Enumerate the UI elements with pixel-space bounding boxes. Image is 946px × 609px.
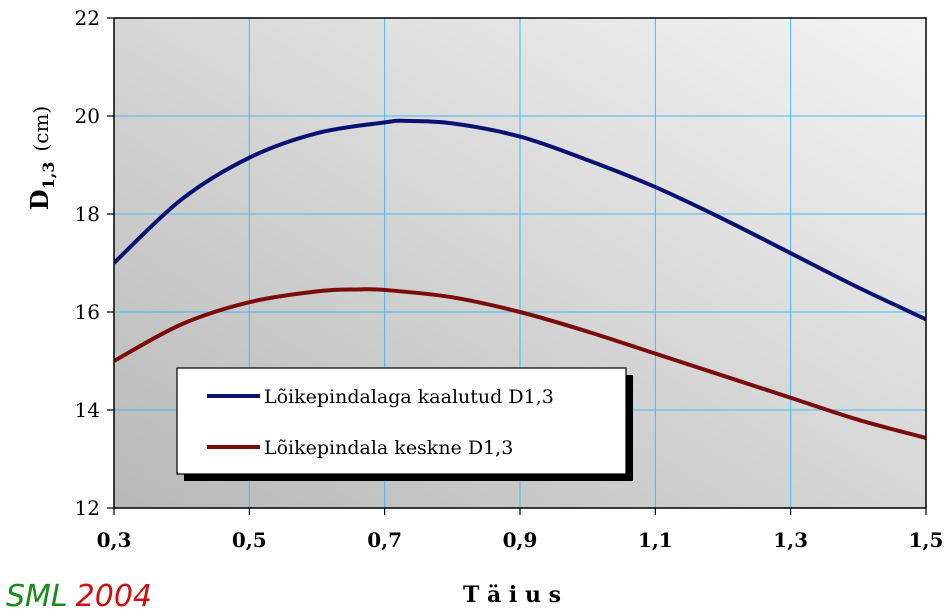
x-tick-label: 0,3 bbox=[97, 528, 132, 552]
y-tick-label: 16 bbox=[75, 300, 100, 324]
legend: Lõikepindalaga kaalutud D1,3 Lõikepindal… bbox=[176, 367, 633, 481]
legend-label-central: Lõikepindala keskne D1,3 bbox=[264, 437, 513, 459]
x-tick-label: 0,5 bbox=[232, 528, 267, 552]
x-tick-label: 0,7 bbox=[367, 528, 402, 552]
x-tick-label: 1,1 bbox=[638, 528, 673, 552]
series-line-weighted bbox=[114, 118, 926, 322]
y-tick-label: 18 bbox=[75, 202, 100, 226]
watermark-year: 2004 bbox=[76, 579, 152, 609]
legend-box bbox=[176, 367, 627, 475]
series-layer bbox=[114, 118, 926, 440]
watermark: SML 2004 bbox=[6, 579, 152, 609]
ticks: 0,3 0,5 0,7 0,9 1,1 1,3 1,5 12 14 16 18 20 22 bbox=[75, 6, 944, 552]
x-tick-label: 1,5 bbox=[909, 528, 944, 552]
x-axis-title: T ä i u s bbox=[463, 582, 561, 608]
y-axis-title-sub: 1,3 bbox=[39, 162, 58, 190]
y-tick-label: 22 bbox=[75, 6, 100, 30]
y-axis-title-unit: (cm) bbox=[29, 106, 53, 152]
y-axis-title-main: D bbox=[25, 189, 54, 210]
watermark-sml: SML bbox=[6, 579, 68, 609]
y-axis-title: D1,3 (cm) bbox=[25, 106, 58, 210]
y-tick-label: 20 bbox=[75, 104, 100, 128]
y-tick-label: 14 bbox=[75, 398, 100, 422]
x-tick-label: 1,3 bbox=[773, 528, 808, 552]
series-line-central bbox=[114, 287, 926, 440]
legend-label-weighted: Lõikepindalaga kaalutud D1,3 bbox=[264, 386, 554, 408]
x-tick-label: 0,9 bbox=[503, 528, 538, 552]
y-tick-label: 12 bbox=[75, 496, 100, 520]
